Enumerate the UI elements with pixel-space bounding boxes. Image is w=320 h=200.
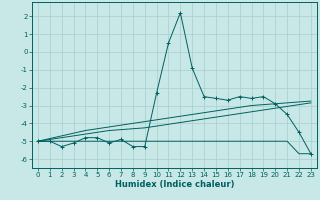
X-axis label: Humidex (Indice chaleur): Humidex (Indice chaleur) bbox=[115, 180, 234, 189]
